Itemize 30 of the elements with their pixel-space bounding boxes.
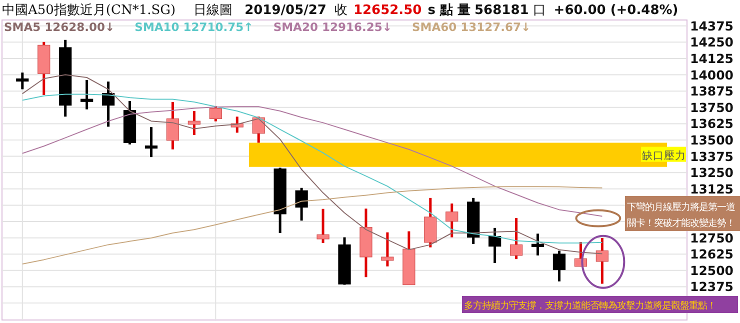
text: 2019/05/27 (244, 3, 326, 18)
line-series (22, 106, 603, 217)
legend: SMA5 12628.00↓ SMA10 12710.75↑ SMA20 12916.25↓ SMA60 13127.67↓ (4, 20, 531, 34)
y-tick-label: 12625 (690, 246, 734, 262)
band-label: 缺口壓力 (642, 148, 686, 162)
text: 收 (334, 3, 348, 18)
y-tick-label: 13875 (690, 84, 734, 99)
y-tick-label: 14250 (690, 34, 734, 50)
text: 口 (532, 3, 546, 18)
chart-subtitle: 日線圖 (194, 3, 233, 18)
y-tick-label: 12375 (690, 279, 734, 294)
y-tick-label: 14125 (690, 50, 734, 66)
text: 568181 (474, 3, 529, 18)
y-tick-label: 13125 (690, 181, 734, 196)
y-tick-label: 13625 (690, 116, 734, 132)
y-tick-label: 13500 (690, 132, 734, 148)
text: 12652.50 (353, 3, 422, 18)
y-tick-label: 13750 (690, 100, 734, 115)
text: 下彎的月線壓力將是第一道關卡！突破才能改變走勢！ (627, 202, 735, 229)
chart-title: 中國A50指數近月(CN*1.SG) (2, 3, 176, 18)
y-tick-label: 14000 (690, 67, 734, 82)
y-tick-label: 14375 (690, 18, 734, 34)
annotation: 多方持續力守支撐．支撐力道能否轉為攻擊力道將是觀盤重點！ (464, 300, 716, 312)
text: +60.00 (+0.48%) (554, 3, 678, 18)
y-tick-label: 13375 (690, 148, 734, 164)
y-tick-label: 12750 (690, 230, 734, 246)
y-tick-label: 13250 (690, 165, 734, 180)
y-tick-label: 12500 (690, 262, 734, 278)
text: s 點 量 (428, 3, 471, 18)
line-series (22, 186, 603, 264)
